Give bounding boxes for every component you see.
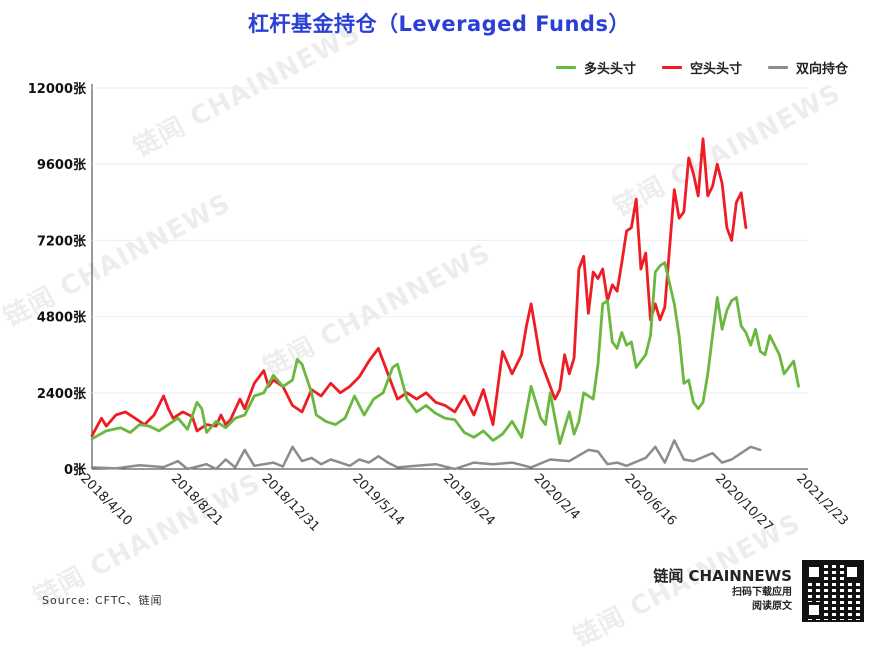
y-tick-label: 9600张: [37, 158, 87, 173]
legend-item-spread: 双向持仓: [767, 58, 848, 77]
y-tick-label: 2400张: [37, 387, 87, 402]
brand-name: 链闻 CHAINNEWS: [653, 567, 792, 585]
qr-code-icon[interactable]: [802, 560, 864, 622]
legend-label-short: 空头头寸: [689, 62, 742, 77]
x-tick-label: 2018/8/21: [168, 471, 226, 529]
source-note: Source: CFTC、链闻: [42, 594, 163, 607]
legend: 多头头寸 空头头寸 双向持仓: [555, 58, 848, 77]
legend-label-long: 多头头寸: [583, 62, 636, 77]
legend-swatch-spread: [767, 66, 788, 69]
y-tick-label: 12000张: [28, 82, 87, 97]
brand-block: 链闻 CHAINNEWS 扫码下载应用 阅读原文: [653, 565, 792, 614]
brand-line-2: 阅读原文: [752, 601, 792, 612]
x-tick-label: 2020/2/4: [531, 471, 583, 523]
legend-item-long: 多头头寸: [555, 58, 636, 77]
y-tick-label: 4800张: [37, 311, 87, 326]
qr-corner: [844, 564, 860, 580]
qr-corner: [806, 564, 822, 580]
x-tick-label: 2020/10/27: [712, 471, 776, 535]
y-tick-label: 0张: [64, 463, 87, 478]
brand-line-1: 扫码下载应用: [732, 587, 792, 598]
x-tick-label: 2018/4/10: [77, 471, 135, 529]
y-tick-label: 7200张: [37, 234, 87, 249]
series-line-多头头寸: [90, 261, 800, 446]
series-line-双向持仓: [90, 439, 762, 471]
legend-swatch-short: [661, 66, 682, 69]
line-chart: 0张 2400张 4800张 7200张 9600张 12000张 2018/4/10 201…: [28, 82, 851, 535]
chart-title: 杠杆基金持仓（Leveraged Funds）: [248, 12, 630, 36]
x-tick-label: 2021/2/23: [793, 471, 851, 529]
legend-swatch-long: [555, 66, 576, 69]
legend-label-spread: 双向持仓: [795, 62, 848, 77]
x-tick-label: 2018/12/31: [259, 471, 323, 535]
legend-item-short: 空头头寸: [661, 58, 742, 77]
x-tick-label: 2020/6/16: [621, 471, 679, 529]
x-tick-label: 2019/5/14: [349, 471, 407, 529]
series-line-空头头寸: [90, 137, 748, 438]
x-tick-label: 2019/9/24: [440, 471, 498, 529]
qr-corner: [806, 602, 822, 618]
